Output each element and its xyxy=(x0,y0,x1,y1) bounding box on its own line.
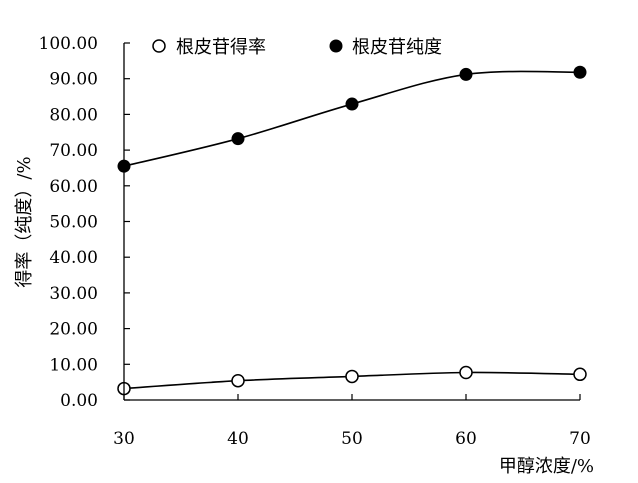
y-tick-label: 60.00 xyxy=(49,177,98,197)
x-tick-label: 40 xyxy=(227,429,249,449)
y-tick-label: 30.00 xyxy=(49,284,98,304)
data-point-yield xyxy=(231,373,245,388)
y-tick-label: 0.00 xyxy=(60,391,98,411)
legend-label-yield: 根皮苷得率 xyxy=(176,37,266,58)
y-tick-label: 20.00 xyxy=(49,320,98,340)
y-tick-label: 70.00 xyxy=(49,141,98,161)
y-tick-label: 90.00 xyxy=(49,70,98,90)
legend-label-purity: 根皮苷纯度 xyxy=(352,37,442,58)
data-point-yield xyxy=(573,367,587,382)
x-tick-label: 60 xyxy=(455,429,477,449)
y-tick-label: 100.00 xyxy=(39,34,98,54)
data-point-purity xyxy=(345,97,359,111)
series-line-1 xyxy=(123,70,581,167)
data-point-yield xyxy=(459,365,473,380)
x-tick-label: 70 xyxy=(569,429,591,449)
data-point-purity xyxy=(231,132,245,146)
x-axis-label: 甲醇浓度/% xyxy=(499,456,594,477)
data-point-purity xyxy=(573,65,587,79)
y-tick-label: 10.00 xyxy=(49,355,98,375)
x-tick-label: 50 xyxy=(341,429,363,449)
y-axis-label: 得率（纯度）/% xyxy=(14,156,35,287)
legend-marker-yield xyxy=(152,39,166,53)
data-point-purity xyxy=(459,67,473,81)
legend: 根皮苷得率 根皮苷纯度 xyxy=(152,37,442,58)
y-tick-label: 80.00 xyxy=(49,105,98,125)
y-tick-label: 40.00 xyxy=(49,248,98,268)
y-tick-label: 50.00 xyxy=(49,213,98,233)
data-point-yield xyxy=(345,369,359,384)
x-tick-label: 30 xyxy=(113,429,135,449)
legend-marker-purity xyxy=(329,39,343,53)
